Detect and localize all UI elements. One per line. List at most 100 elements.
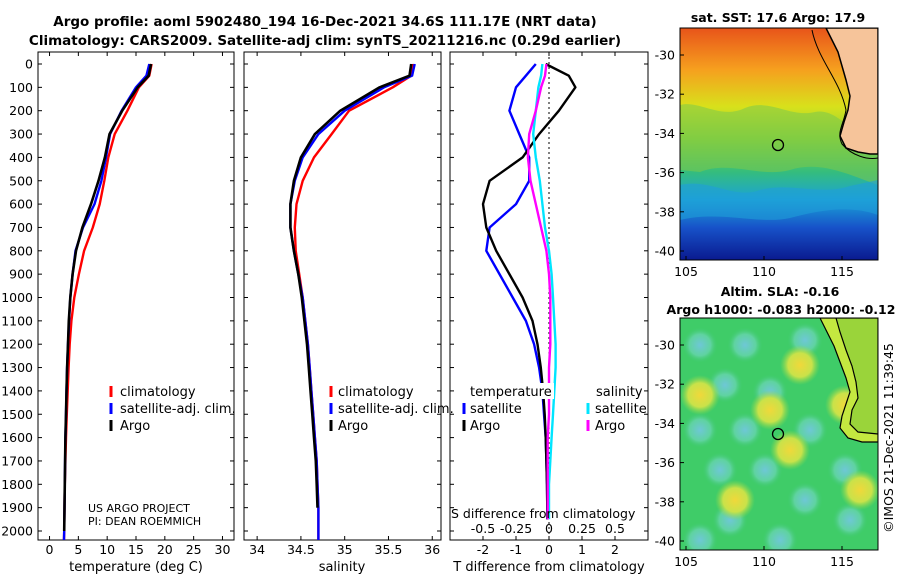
- series-line-salinity-satellite: [532, 63, 557, 520]
- x-tick-label: 36: [424, 542, 440, 557]
- chart-title-line2: Climatology: CARS2009. Satellite-adj cli…: [28, 33, 622, 49]
- sst-warm-filament: [680, 104, 878, 185]
- sst-map-frame: [679, 27, 879, 261]
- sla-high-spot: [715, 480, 755, 520]
- s-difference-tick-label: -0.25: [500, 521, 532, 536]
- sst-contour: [811, 29, 878, 159]
- map-lat-label: -38: [655, 204, 675, 219]
- credit-pi: PI: DEAN ROEMMICH: [88, 515, 201, 528]
- legend-label-argo: Argo: [338, 419, 368, 434]
- sst-cool-band: [680, 180, 878, 220]
- sla-anomaly-spots: [680, 322, 878, 550]
- imos-timestamp: ©IMOS 21-Dec-2021 11:39:45: [881, 343, 896, 533]
- legend-label-satellite: satellite-adj. clim.: [120, 402, 236, 417]
- sla-low-spot: [832, 502, 868, 538]
- t-difference-axis-label: T difference from climatology: [452, 560, 645, 575]
- depth-tick-label: 100: [9, 80, 33, 95]
- temperature-axis-label: temperature (deg C): [69, 560, 203, 575]
- series-line-temperature-argo: [481, 62, 577, 520]
- depth-tick-label: 500: [9, 173, 33, 188]
- depth-tick-label: 600: [9, 197, 33, 212]
- depth-tick-label: 1500: [1, 407, 33, 422]
- s-difference-tick-label: 0.25: [568, 521, 596, 536]
- s-difference-tick-label: -0.5: [471, 521, 495, 536]
- map-lat-label: -30: [655, 48, 675, 63]
- map-lon-label: 110: [752, 554, 776, 569]
- salinity-series: [289, 63, 416, 540]
- temperature-panel-frame: [37, 51, 235, 541]
- map-lat-label: -32: [655, 377, 675, 392]
- sla-high-spot: [840, 470, 878, 510]
- map-lon-label: 115: [830, 554, 854, 569]
- map-lat-label: -32: [655, 87, 675, 102]
- sst-map-title: sat. SST: 17.6 Argo: 17.9: [691, 10, 865, 25]
- map-lat-label: -36: [655, 165, 675, 180]
- sla-high-spot: [750, 390, 790, 430]
- sla-low-spot: [787, 482, 823, 518]
- series-line-argo: [62, 63, 153, 532]
- sla-low-spot: [727, 327, 763, 363]
- depth-tick-label: 1300: [1, 360, 33, 375]
- x-tick-label: 1: [578, 542, 586, 557]
- map-lon-label: 105: [674, 554, 698, 569]
- legend-title-salinity: salinity: [596, 385, 643, 400]
- legend-title-temperature: temperature: [470, 385, 552, 400]
- depth-tick-label: 800: [9, 243, 33, 258]
- sla-map-frame: [679, 317, 879, 551]
- sst-map: [680, 28, 878, 260]
- difference-legend: temperature salinity satellite Argo sate…: [462, 383, 647, 434]
- s-difference-axis-label: S difference from climatology: [451, 506, 636, 521]
- legend-title-backdrop: [468, 383, 554, 399]
- depth-tick-label: 900: [9, 267, 33, 282]
- difference-series: [481, 62, 577, 520]
- sst-map-axes: -30 -32 -34 -36 -38 -40 105 110 115: [655, 48, 854, 280]
- sla-high-spot: [780, 345, 820, 385]
- temperature-series: [62, 63, 153, 540]
- sst-argo-location-marker: [771, 138, 785, 152]
- legend-label-climatology: climatology: [338, 385, 414, 400]
- x-tick-label: 35.5: [375, 542, 403, 557]
- depth-tick-label: 1800: [1, 477, 33, 492]
- x-tick-label: 30: [215, 542, 231, 557]
- sla-low-spot: [682, 522, 718, 550]
- sla-low-spot: [682, 412, 718, 448]
- map-lat-label: -38: [655, 494, 675, 509]
- sla-low-spot: [702, 452, 738, 488]
- sla-low-spot: [682, 327, 718, 363]
- x-tick-label: 20: [157, 542, 173, 557]
- map-lat-label: -40: [655, 244, 675, 259]
- depth-tick-label: 1100: [1, 313, 33, 328]
- legend-label-sal-argo: Argo: [595, 419, 625, 434]
- depth-tick-label: 1200: [1, 337, 33, 352]
- map-lon-label: 110: [752, 264, 776, 279]
- legend-label-sal-satellite: satellite: [595, 402, 647, 417]
- map-lon-label: 115: [830, 264, 854, 279]
- sla-low-spot: [762, 522, 798, 550]
- sla-high-spot: [770, 430, 810, 470]
- x-axes: 0 5 10 15 20 25 30 34 34.5 35 35.5 36 -2 -1 0 1 2 -0.5 -0.…: [46, 52, 625, 557]
- x-tick-label: 25: [186, 542, 202, 557]
- sla-high-spot: [680, 375, 720, 415]
- x-tick-label: -2: [477, 542, 489, 557]
- sst-land: [825, 28, 878, 155]
- sla-argo-location-marker: [771, 427, 785, 441]
- map-lat-label: -40: [655, 534, 675, 549]
- x-tick-label: 2: [611, 542, 619, 557]
- depth-tick-label: 1700: [1, 453, 33, 468]
- x-tick-label: 0: [545, 542, 553, 557]
- temperature-legend: climatology satellite-adj. clim. Argo: [109, 385, 236, 434]
- depth-tick-label: 700: [9, 220, 33, 235]
- map-lat-label: -36: [655, 455, 675, 470]
- x-tick-label: 15: [128, 542, 144, 557]
- depth-tick-label: 400: [9, 150, 33, 165]
- depth-tick-label: 1000: [1, 290, 33, 305]
- series-line-salinity-argo: [526, 63, 552, 520]
- depth-axis: 0 100 200 300 400 500 600 700 800 900 1000 1100 1200…: [1, 57, 648, 539]
- map-lat-label: -30: [655, 338, 675, 353]
- salinity-legend: climatology satellite-adj. clim. Argo: [329, 385, 454, 434]
- legend-label-climatology: climatology: [120, 385, 196, 400]
- x-tick-label: 34: [249, 542, 265, 557]
- legend-label-temp-satellite: satellite: [470, 402, 522, 417]
- sla-land: [835, 318, 878, 435]
